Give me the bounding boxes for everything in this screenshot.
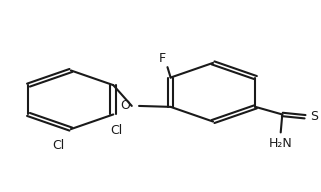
Text: Cl: Cl <box>110 124 123 137</box>
Text: O: O <box>120 99 130 113</box>
Text: Cl: Cl <box>52 139 65 151</box>
Text: H₂N: H₂N <box>269 137 292 150</box>
Text: F: F <box>159 52 166 65</box>
Text: S: S <box>310 110 318 123</box>
